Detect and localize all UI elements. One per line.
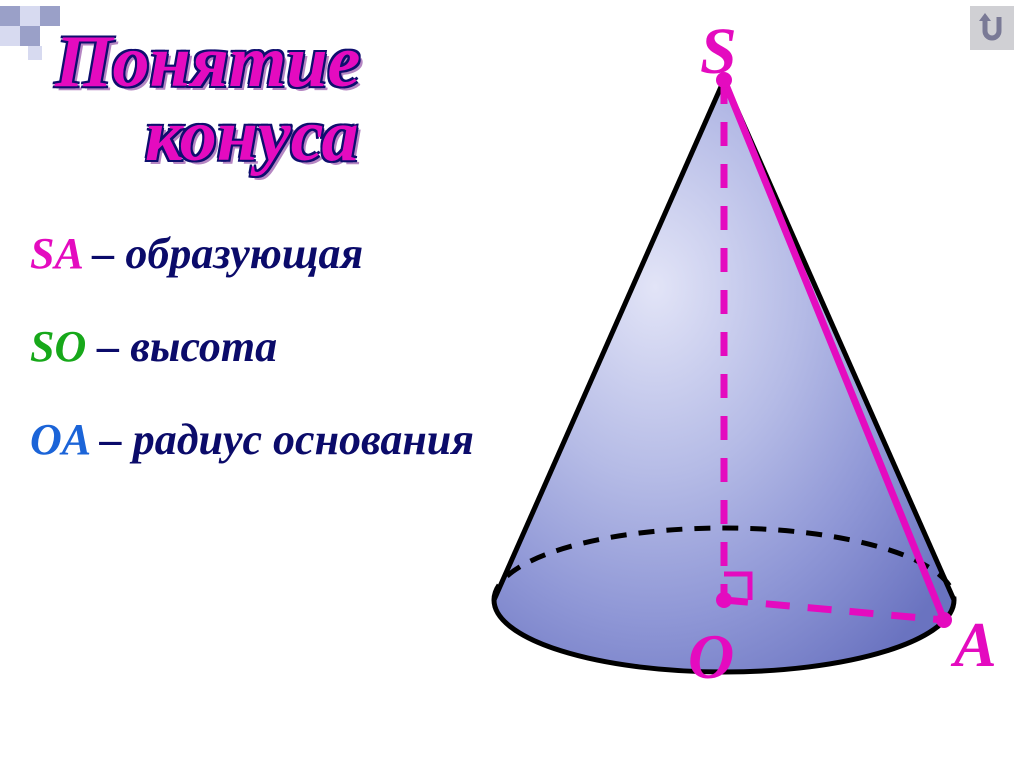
definition-row: SA – образующая — [30, 225, 474, 282]
title-line-2: конуса — [145, 99, 360, 173]
definition-row: OA – радиус основания — [30, 411, 474, 468]
definition-row: SO – высота — [30, 318, 474, 375]
definition-text: – радиус основания — [89, 415, 474, 464]
title-line-1: Понятие — [55, 25, 360, 99]
definition-text: – образующая — [81, 229, 363, 278]
definition-term: SA — [30, 229, 81, 278]
definition-term: OA — [30, 415, 89, 464]
label-s: S — [700, 14, 737, 90]
slide-title: Понятие конуса — [55, 25, 360, 173]
label-o: O — [688, 620, 734, 694]
definition-text: – высота — [86, 322, 277, 371]
definition-term: SO — [30, 322, 86, 371]
label-a: A — [954, 608, 997, 682]
definitions-block: SA – образующая SO – высота OA – радиус ос… — [30, 225, 474, 505]
